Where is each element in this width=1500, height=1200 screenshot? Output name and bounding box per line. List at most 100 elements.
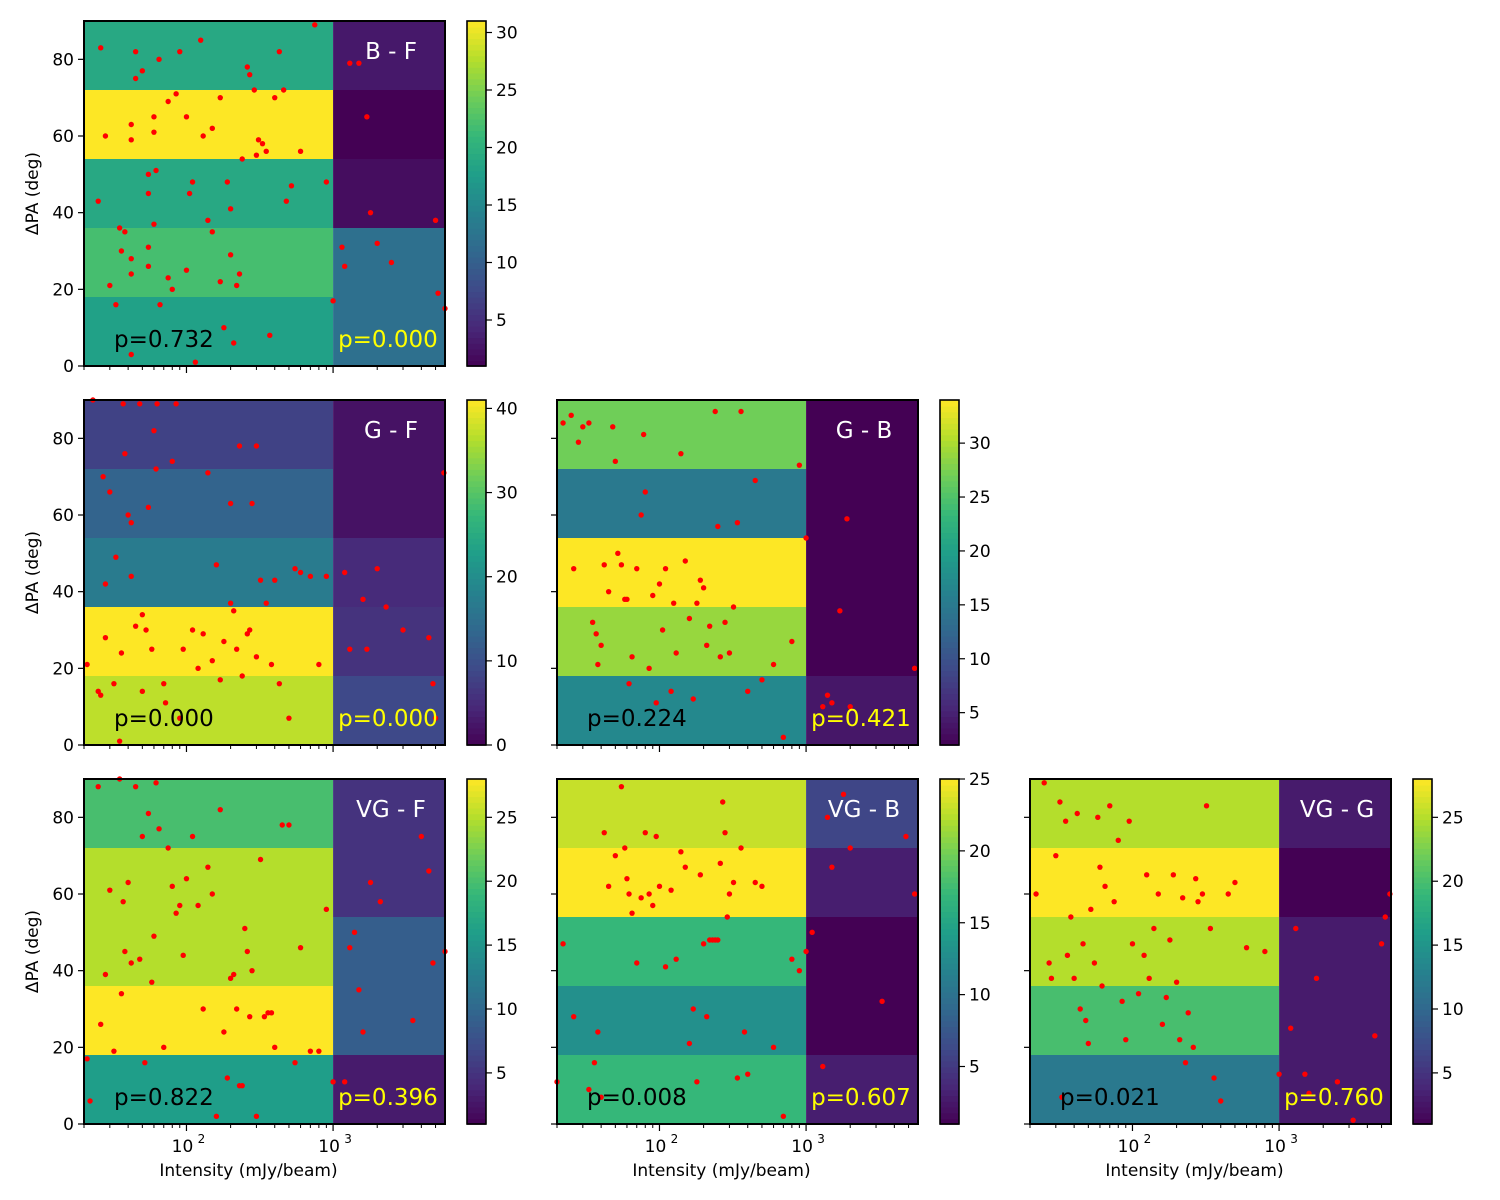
data-point xyxy=(132,75,139,82)
data-point xyxy=(1177,1036,1183,1043)
data-point xyxy=(312,22,318,28)
data-point xyxy=(752,879,758,886)
data-point xyxy=(205,217,211,224)
colorbar-segment xyxy=(1413,853,1432,861)
data-point xyxy=(132,623,139,629)
colorbar-segment xyxy=(467,84,486,91)
colorbar-segment xyxy=(467,664,486,672)
data-point xyxy=(128,351,134,358)
heatmap-cell xyxy=(557,779,807,848)
data-point xyxy=(1382,914,1388,920)
data-point xyxy=(107,887,113,893)
data-point xyxy=(1143,872,1150,878)
colorbar-segment xyxy=(940,658,959,666)
x-axis-label: Intensity (mJy/beam) xyxy=(159,1161,337,1181)
data-point xyxy=(809,929,815,936)
data-point xyxy=(221,638,227,645)
data-point xyxy=(605,883,612,890)
colorbar-segment xyxy=(467,320,486,327)
data-point xyxy=(161,680,167,687)
data-point xyxy=(102,634,109,641)
colorbar-tick-label: 20 xyxy=(496,872,518,892)
colorbar-segment xyxy=(940,526,959,534)
colorbar-segment xyxy=(1413,974,1432,982)
data-point xyxy=(653,833,659,840)
data-point xyxy=(128,137,134,143)
colorbar-segment xyxy=(467,819,486,826)
data-point xyxy=(1102,883,1108,890)
data-point xyxy=(624,596,630,603)
colorbar-segment xyxy=(467,503,486,511)
data-point xyxy=(111,1048,117,1054)
data-point xyxy=(738,845,744,851)
colorbar-segment xyxy=(940,733,959,741)
colorbar-segment xyxy=(940,722,959,729)
colorbar-segment xyxy=(467,578,486,585)
data-point xyxy=(803,535,809,541)
data-point xyxy=(116,225,123,231)
data-point xyxy=(426,634,432,641)
data-point xyxy=(145,810,152,817)
colorbar-tick-label: 5 xyxy=(969,1058,980,1078)
colorbar-segment xyxy=(467,968,486,976)
colorbar-segment xyxy=(467,32,486,40)
heatmap-cell xyxy=(806,607,918,676)
colorbar-segment xyxy=(1413,1009,1432,1016)
colorbar-segment xyxy=(467,1009,486,1016)
colorbar-segment xyxy=(467,802,486,809)
data-point xyxy=(560,420,566,426)
data-point xyxy=(213,562,220,568)
heatmap-cell xyxy=(84,538,334,607)
colorbar-segment xyxy=(467,635,486,643)
colorbar-segment xyxy=(467,61,486,68)
colorbar-segment xyxy=(1413,997,1432,1005)
data-point xyxy=(770,661,777,668)
data-point xyxy=(642,829,648,836)
data-point xyxy=(209,891,215,897)
colorbar-segment xyxy=(940,1003,959,1010)
heatmap-cell xyxy=(806,848,918,917)
y-tick-label: 0 xyxy=(63,736,74,756)
colorbar-segment xyxy=(467,486,486,493)
data-point xyxy=(267,332,273,339)
colorbar-segment xyxy=(467,716,486,723)
colorbar-segment xyxy=(940,882,959,890)
data-point xyxy=(149,979,155,985)
data-point xyxy=(221,324,227,331)
data-point xyxy=(1115,837,1121,844)
colorbar-segment xyxy=(467,199,486,206)
colorbar-segment xyxy=(467,1112,486,1120)
data-point xyxy=(205,864,211,870)
colorbar-segment xyxy=(467,49,486,57)
colorbar-segment xyxy=(1413,1032,1432,1039)
colorbar-segment xyxy=(467,1078,486,1085)
colorbar-segment xyxy=(467,1118,486,1125)
colorbar-segment xyxy=(467,55,486,63)
p-value-right: p=0.000 xyxy=(338,327,438,353)
colorbar-segment xyxy=(940,1118,959,1125)
data-point xyxy=(263,148,269,155)
colorbar-segment xyxy=(467,830,486,838)
colorbar-segment xyxy=(467,1089,486,1097)
colorbar-segment xyxy=(467,400,486,407)
colorbar-segment xyxy=(940,423,959,430)
colorbar-segment xyxy=(467,917,486,924)
colorbar-segment xyxy=(467,113,486,120)
colorbar-tick-label: 10 xyxy=(969,986,991,1006)
colorbar-segment xyxy=(467,268,486,275)
data-point xyxy=(209,657,215,664)
heatmap-cell xyxy=(84,469,334,538)
data-point xyxy=(169,883,175,890)
heatmap-cell xyxy=(806,779,918,848)
p-value-left: p=0.000 xyxy=(114,706,214,732)
colorbar-segment xyxy=(467,101,486,109)
data-point xyxy=(95,783,101,790)
data-point xyxy=(244,64,251,70)
colorbar-segment xyxy=(940,572,959,580)
colorbar-segment xyxy=(467,980,486,987)
heatmap-cell xyxy=(1279,986,1391,1055)
data-point xyxy=(87,1098,93,1104)
data-point xyxy=(598,642,604,649)
colorbar-segment xyxy=(940,618,959,626)
x-axis-label: Intensity (mJy/beam) xyxy=(1105,1161,1283,1181)
